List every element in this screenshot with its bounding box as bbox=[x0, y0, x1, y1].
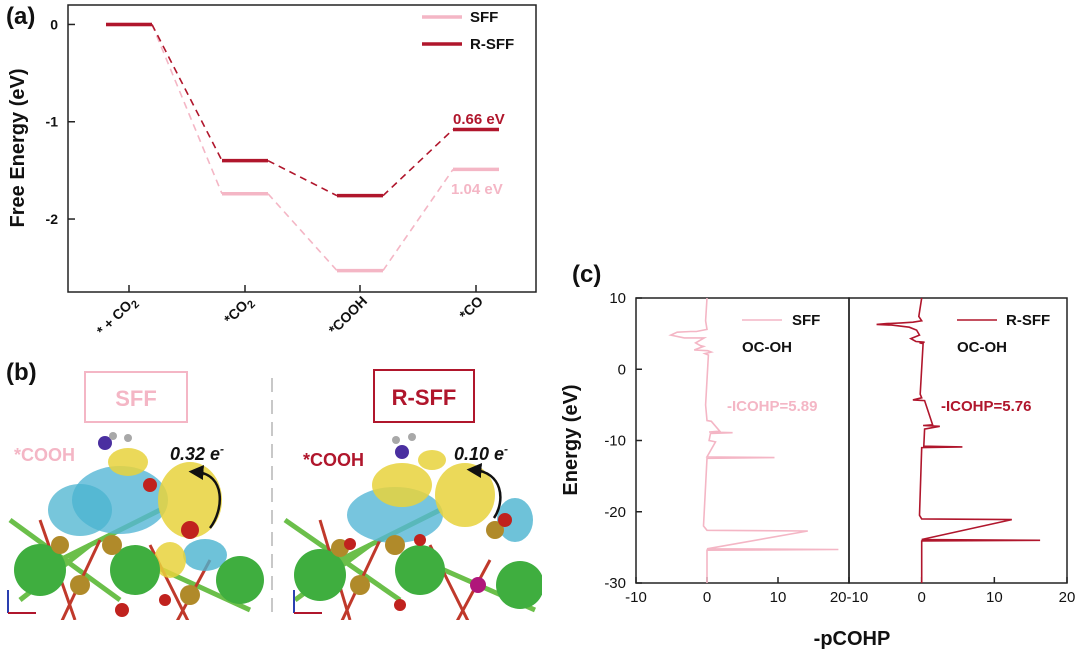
legend-label-c-sff: SFF bbox=[792, 312, 820, 329]
plot-frame-a bbox=[67, 4, 537, 293]
cohp-plots: 10 0 -10 -20 -30 -10 0 10 20-10 0 10 20 Energy (eV… bbox=[560, 290, 1075, 650]
charge-transfer-rsff: 0.10 e- bbox=[454, 442, 508, 464]
legend-a: SFF R-SFF bbox=[422, 9, 514, 53]
adsorbate-label-rsff: *COOH bbox=[303, 450, 364, 470]
connector-sff bbox=[382, 168, 454, 272]
x-tick-label-c-left: -10 bbox=[625, 589, 647, 606]
y-axis-title-c: Energy (eV) bbox=[560, 384, 582, 495]
structure-sff-label-box bbox=[84, 371, 188, 423]
bond-label-sff: OC-OH bbox=[742, 339, 792, 356]
icohp-rsff: -ICOHP=5.76 bbox=[941, 398, 1031, 415]
icohp-sff: -ICOHP=5.89 bbox=[727, 398, 817, 415]
cohp-line-sff bbox=[668, 297, 839, 583]
panel-label-b: (b) bbox=[6, 359, 37, 386]
legend-label-c-rsff: R-SFF bbox=[1006, 312, 1050, 329]
connector-sff bbox=[267, 193, 338, 272]
x-tick-label-a: *CO bbox=[456, 293, 486, 323]
x-tick-label-c-left: 0 bbox=[703, 589, 711, 606]
x-tick-label-c-right: 20 bbox=[1059, 589, 1076, 606]
y-tick-label-c: -30 bbox=[604, 575, 626, 592]
cohp-line-rsff bbox=[876, 297, 1041, 583]
y-tick-label-c: 10 bbox=[609, 290, 626, 307]
adsorbate-label-sff: *COOH bbox=[14, 445, 75, 465]
x-tick-label-c-left: 10 bbox=[770, 589, 787, 606]
x-tick-label-c-right: 0 bbox=[917, 589, 925, 606]
x-tick-label-a: *COOH bbox=[325, 293, 370, 338]
y-tick-label-a: -2 bbox=[46, 211, 59, 227]
connector-r-sff bbox=[382, 128, 454, 197]
structure-rsff-label: R-SFF bbox=[392, 385, 457, 410]
y-axis-a: 0 -1 -2 bbox=[46, 16, 75, 227]
plot-frame-c-right bbox=[848, 297, 1068, 584]
y-tick-label-a: 0 bbox=[50, 16, 58, 32]
x-tick-label-a: * + CO2 bbox=[93, 293, 141, 341]
axes-triad-icon bbox=[293, 590, 322, 614]
connector-r-sff bbox=[267, 159, 338, 197]
structure-rsff-label-box bbox=[373, 369, 475, 423]
x-tick-label-c-right: 10 bbox=[986, 589, 1003, 606]
structure-rsff-render bbox=[283, 433, 542, 620]
structure-sff-render bbox=[8, 432, 264, 620]
dashed-connectors bbox=[151, 24, 454, 272]
energy-levels bbox=[106, 22, 499, 273]
y-tick-label-c: 0 bbox=[618, 361, 626, 378]
charge-arrow-sff bbox=[188, 465, 222, 529]
bond-label-rsff: OC-OH bbox=[957, 339, 1007, 356]
annotation-sff-barrier: 1.04 eV bbox=[451, 181, 503, 198]
x-tick-label-c-left: 20-10 bbox=[830, 589, 868, 606]
y-tick-label-a: -1 bbox=[46, 114, 59, 130]
annotation-rsff-barrier: 0.66 eV bbox=[453, 111, 505, 128]
axes-triad-icon bbox=[7, 590, 36, 614]
legend-label-sff: SFF bbox=[470, 9, 498, 26]
x-axis-c: -10 0 10 20-10 0 10 20 bbox=[625, 577, 1075, 606]
connector-r-sff bbox=[151, 24, 223, 162]
charge-transfer-sff: 0.32 e- bbox=[170, 442, 224, 464]
x-axis-a: * + CO2 *CO2 *COOH *CO bbox=[93, 285, 486, 341]
legend-label-rsff: R-SFF bbox=[470, 36, 514, 53]
structure-sff-label: SFF bbox=[115, 386, 157, 411]
y-axis-title-a: Free Energy (eV) bbox=[7, 69, 29, 228]
y-axis-c: 10 0 -10 -20 -30 bbox=[604, 290, 642, 592]
panel-label-a: (a) bbox=[6, 3, 35, 30]
x-axis-title-c: -pCOHP bbox=[814, 628, 891, 650]
y-tick-label-c: -10 bbox=[604, 433, 626, 450]
charge-arrow-rsff bbox=[466, 463, 502, 519]
panel-label-c: (c) bbox=[572, 261, 601, 288]
x-tick-label-a: *CO2 bbox=[221, 293, 258, 330]
structure-sff: SFF *COOH 0.32 e- bbox=[7, 371, 264, 620]
energy-diagram: 0 -1 -2 * + CO2 *CO2 *COOH *CO Free Energy (e… bbox=[7, 4, 537, 341]
y-tick-label-c: -20 bbox=[604, 504, 626, 521]
connector-sff bbox=[151, 24, 223, 195]
structure-rsff: R-SFF *COOH 0.10 e- bbox=[283, 369, 542, 620]
